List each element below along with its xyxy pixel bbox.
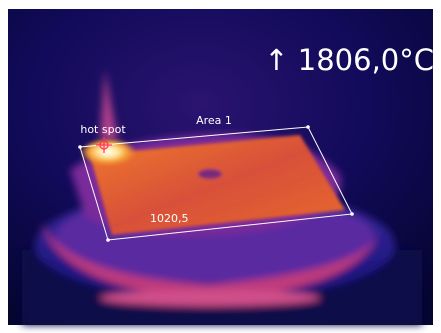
max-temperature: ↑ 1806,0°C (264, 43, 434, 77)
page: {"max_temperature": "↑ 1806,0°C", "area"… (0, 0, 441, 333)
area-value: 1020,5 (150, 212, 189, 225)
area-label: Area 1 (196, 114, 232, 127)
thermal-view: ↑ 1806,0°C Area 1 hot spot 1020,5 (0, 0, 441, 333)
hot-spot-label: hot spot (80, 123, 126, 136)
